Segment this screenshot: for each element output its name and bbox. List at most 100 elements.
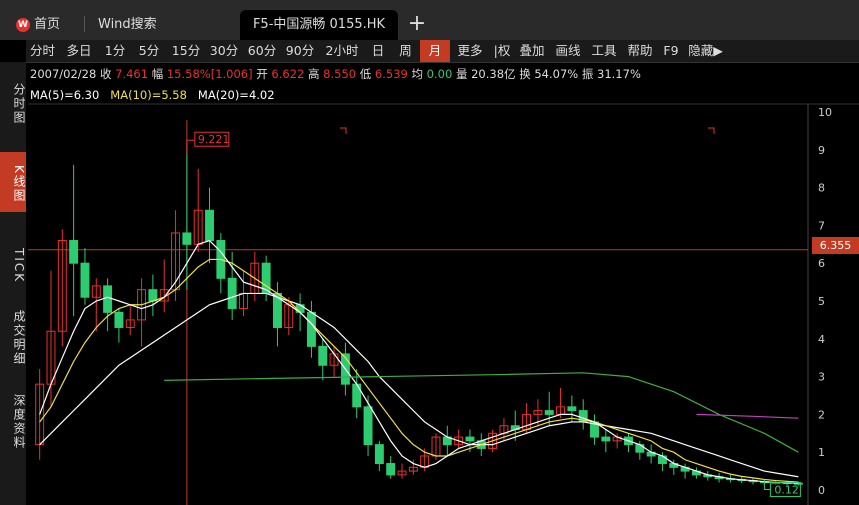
- candle-body-57: [680, 466, 690, 472]
- toolbar-btn-19[interactable]: 隐藏▶: [688, 43, 723, 58]
- tab-home[interactable]: W 首页: [8, 10, 78, 40]
- candle-body-39: [476, 440, 486, 449]
- candle-body-4: [80, 262, 90, 298]
- toolbar-btn-2[interactable]: 1分: [104, 43, 126, 58]
- tab-separator: [84, 16, 85, 32]
- sidebar-item-3[interactable]: 成交明细: [12, 310, 26, 366]
- ma10-value: MA(10)=5.58: [110, 88, 187, 102]
- candle-body-0: [35, 383, 45, 446]
- candle-body-6: [103, 285, 113, 313]
- candle-body-5: [91, 285, 101, 298]
- toolbar-btn-10[interactable]: 周: [399, 43, 412, 58]
- candle-body-48: [578, 410, 588, 423]
- toolbar-btn-11[interactable]: 月: [420, 40, 450, 62]
- y-tick-label-1: 1: [818, 446, 825, 459]
- candle-body-24: [306, 311, 316, 347]
- candle-body-18: [239, 292, 248, 310]
- new-tab-plus-icon[interactable]: +: [407, 11, 427, 36]
- candle-body-36: [442, 436, 452, 446]
- y-tick-label-5: 5: [818, 295, 825, 308]
- y-tick-label-6: 6: [818, 257, 825, 270]
- candle-body-42: [510, 425, 520, 431]
- turnover-value: 54.07%: [534, 67, 579, 81]
- toolbar-btn-13[interactable]: |权: [493, 43, 511, 58]
- candle-body-54: [646, 451, 656, 457]
- toolbar-btn-9[interactable]: 日: [371, 43, 385, 58]
- candle-body-2: [57, 240, 67, 332]
- wind-logo-icon: W: [16, 18, 30, 32]
- candle-body-25: [318, 345, 328, 366]
- avg-value: 0.00: [426, 67, 453, 81]
- toolbar-btn-0[interactable]: 分时: [29, 43, 55, 58]
- candle-body-21: [272, 292, 282, 328]
- candle-body-46: [556, 406, 566, 415]
- candle-body-30: [374, 444, 384, 465]
- tab-stock-chart[interactable]: F5-中国源畅 0155.HK: [240, 10, 398, 40]
- ma5-value: MA(5)=6.30: [30, 88, 100, 102]
- candle-body-32: [397, 470, 407, 476]
- y-tick-label-4: 4: [818, 333, 825, 346]
- toolbar-btn-18[interactable]: F9: [663, 43, 679, 58]
- y-tick-label-7: 7: [818, 219, 825, 232]
- toolbar-btn-8[interactable]: 2小时: [325, 43, 359, 58]
- candle-body-1: [46, 330, 56, 385]
- low-marker-label: 0.12: [774, 483, 799, 496]
- toolbar-btn-4[interactable]: 15分: [171, 43, 201, 58]
- toolbar-btn-3[interactable]: 5分: [138, 43, 160, 58]
- candle-body-10: [148, 289, 158, 302]
- tab-wind-search[interactable]: Wind搜索: [98, 17, 157, 32]
- candle-body-29: [363, 406, 373, 446]
- candle-body-53: [635, 444, 645, 453]
- ma10-line: [39, 258, 799, 483]
- candle-body-59: [703, 474, 713, 478]
- y-tick-label-2: 2: [818, 408, 825, 421]
- sidebar-item-1[interactable]: K线图: [0, 152, 26, 212]
- candle-body-9: [137, 289, 147, 321]
- candle-body-45: [544, 410, 554, 415]
- candle-body-44: [533, 410, 543, 415]
- sidebar-item-4[interactable]: 深度资料: [12, 394, 26, 450]
- toolbar-btn-14[interactable]: 叠加: [519, 43, 545, 58]
- toolbar-btn-16[interactable]: 工具: [591, 43, 617, 58]
- high-marker-leader: [186, 139, 195, 155]
- toolbar-btn-12[interactable]: 更多: [457, 43, 483, 58]
- info-date: 2007/02/28: [30, 67, 97, 81]
- candle-body-27: [340, 353, 350, 385]
- high-marker-box: [194, 131, 230, 147]
- candle-body-8: [125, 319, 135, 328]
- candle-body-33: [408, 466, 418, 472]
- candle-body-41: [499, 425, 509, 434]
- candle-body-35: [431, 436, 441, 457]
- candle-body-60: [714, 476, 724, 480]
- y-tick-label-9: 9: [818, 144, 825, 157]
- candle-body-20: [261, 262, 271, 294]
- toolbar-btn-6[interactable]: 60分: [247, 43, 277, 58]
- low-marker-leader: [763, 479, 771, 490]
- candle-body-38: [465, 436, 475, 442]
- sidebar-item-2[interactable]: TICK: [12, 248, 26, 284]
- candle-body-40: [488, 432, 498, 449]
- close-label: 收: [99, 67, 112, 81]
- sidebar-item-0[interactable]: 分时图: [12, 83, 26, 125]
- toolbar-btn-15[interactable]: 画线: [555, 43, 581, 58]
- toolbar-btn-5[interactable]: 30分: [209, 43, 239, 58]
- tab-home-label: 首页: [34, 17, 61, 32]
- high-value: 8.550: [323, 67, 357, 81]
- change-value: 15.58%[1.006]: [166, 67, 253, 81]
- candle-info-bar: 2007/02/28 收 7.461 幅 15.58%[1.006] 开 6.6…: [30, 66, 641, 82]
- toolbar-btn-17[interactable]: 帮助: [627, 43, 653, 58]
- candle-body-52: [624, 436, 633, 446]
- ma5-line: [39, 239, 799, 484]
- y-tick-label-3: 3: [818, 371, 825, 384]
- ma-legend: MA(5)=6.30 MA(10)=5.58 MA(20)=4.02: [30, 86, 275, 104]
- candle-body-49: [590, 421, 599, 438]
- candle-body-28: [352, 383, 362, 408]
- toolbar-btn-1[interactable]: 多日: [66, 43, 92, 58]
- amplitude-value: 31.17%: [597, 67, 641, 81]
- toolbar-btn-7[interactable]: 90分: [285, 43, 315, 58]
- candle-body-50: [601, 436, 611, 442]
- candle-body-55: [657, 455, 667, 465]
- candle-body-3: [69, 240, 79, 264]
- candle-body-16: [216, 240, 226, 279]
- high-label: 高: [308, 67, 320, 81]
